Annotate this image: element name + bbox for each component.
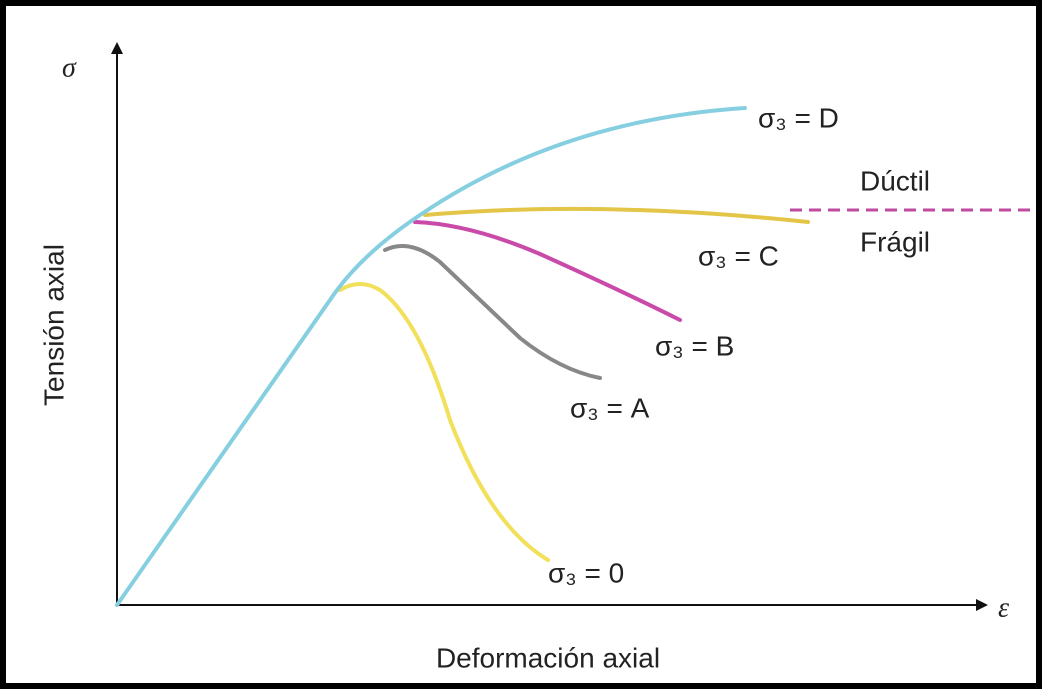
curve-label: σ₃ = D — [758, 102, 839, 133]
y-label: Tensión axial — [38, 244, 69, 406]
curve-label: σ₃ = B — [655, 330, 734, 361]
curve-a — [383, 244, 602, 380]
region-label: Dúctil — [860, 165, 930, 196]
curve-0 — [338, 282, 550, 562]
x-label: Deformación axial — [436, 642, 660, 673]
curve-d — [115, 106, 747, 607]
x-symbol: ε — [998, 592, 1009, 623]
curve-label: σ₃ = A — [570, 392, 650, 423]
y-symbol: σ — [62, 52, 77, 83]
curve-label: σ₃ = 0 — [548, 557, 624, 588]
region-label: Frágil — [860, 226, 930, 257]
curve-c — [423, 206, 810, 224]
curve-label: σ₃ = C — [698, 240, 779, 271]
curve-b — [413, 220, 682, 322]
